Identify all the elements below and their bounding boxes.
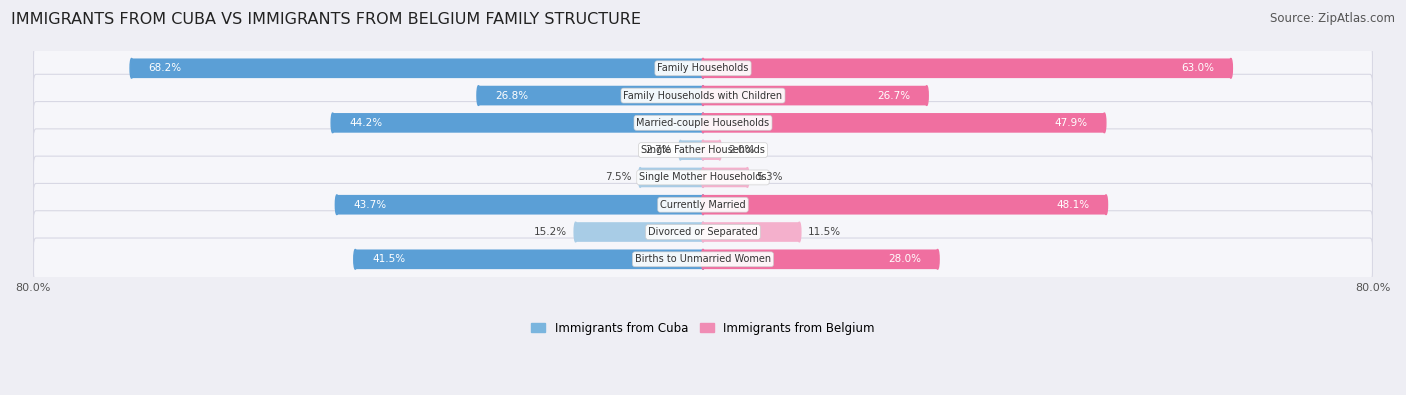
FancyBboxPatch shape — [703, 250, 938, 269]
Text: 68.2%: 68.2% — [148, 63, 181, 73]
FancyBboxPatch shape — [34, 47, 1372, 90]
FancyBboxPatch shape — [703, 167, 748, 187]
Ellipse shape — [702, 113, 704, 133]
Text: 26.7%: 26.7% — [877, 90, 910, 101]
FancyBboxPatch shape — [703, 222, 800, 242]
Text: 11.5%: 11.5% — [807, 227, 841, 237]
Ellipse shape — [679, 140, 682, 160]
Ellipse shape — [702, 195, 704, 214]
Text: Divorced or Separated: Divorced or Separated — [648, 227, 758, 237]
Ellipse shape — [1105, 195, 1108, 214]
FancyBboxPatch shape — [575, 222, 703, 242]
Ellipse shape — [638, 167, 641, 187]
Ellipse shape — [1102, 113, 1107, 133]
Ellipse shape — [797, 222, 801, 242]
Text: 28.0%: 28.0% — [887, 254, 921, 264]
Text: 26.8%: 26.8% — [495, 90, 529, 101]
Ellipse shape — [129, 58, 134, 78]
Ellipse shape — [1229, 58, 1233, 78]
Ellipse shape — [332, 113, 335, 133]
Text: 47.9%: 47.9% — [1054, 118, 1088, 128]
Ellipse shape — [702, 250, 704, 269]
Text: 5.3%: 5.3% — [756, 173, 782, 182]
Ellipse shape — [477, 86, 479, 105]
Text: Single Father Households: Single Father Households — [641, 145, 765, 155]
Ellipse shape — [354, 250, 357, 269]
Ellipse shape — [702, 58, 704, 78]
FancyBboxPatch shape — [34, 238, 1372, 280]
Ellipse shape — [702, 195, 704, 214]
Text: 15.2%: 15.2% — [534, 227, 567, 237]
FancyBboxPatch shape — [34, 211, 1372, 253]
FancyBboxPatch shape — [703, 195, 1107, 214]
Ellipse shape — [718, 140, 721, 160]
FancyBboxPatch shape — [337, 195, 703, 214]
FancyBboxPatch shape — [478, 86, 703, 105]
Text: Currently Married: Currently Married — [661, 200, 745, 210]
Text: Family Households with Children: Family Households with Children — [623, 90, 783, 101]
Text: Source: ZipAtlas.com: Source: ZipAtlas.com — [1270, 12, 1395, 25]
Ellipse shape — [702, 58, 704, 78]
FancyBboxPatch shape — [703, 86, 927, 105]
FancyBboxPatch shape — [34, 183, 1372, 226]
FancyBboxPatch shape — [703, 58, 1230, 78]
Text: Family Households: Family Households — [658, 63, 748, 73]
Ellipse shape — [702, 222, 704, 242]
Text: 63.0%: 63.0% — [1181, 63, 1215, 73]
Text: Married-couple Households: Married-couple Households — [637, 118, 769, 128]
Ellipse shape — [702, 222, 704, 242]
Text: Single Mother Households: Single Mother Households — [640, 173, 766, 182]
Ellipse shape — [574, 222, 576, 242]
FancyBboxPatch shape — [356, 250, 703, 269]
FancyBboxPatch shape — [333, 113, 703, 133]
Ellipse shape — [702, 167, 704, 187]
FancyBboxPatch shape — [703, 113, 1104, 133]
FancyBboxPatch shape — [34, 102, 1372, 144]
Ellipse shape — [702, 113, 704, 133]
Ellipse shape — [702, 140, 704, 160]
Ellipse shape — [702, 86, 704, 105]
Ellipse shape — [336, 195, 339, 214]
FancyBboxPatch shape — [34, 74, 1372, 117]
Text: IMMIGRANTS FROM CUBA VS IMMIGRANTS FROM BELGIUM FAMILY STRUCTURE: IMMIGRANTS FROM CUBA VS IMMIGRANTS FROM … — [11, 12, 641, 27]
Text: 41.5%: 41.5% — [373, 254, 405, 264]
Ellipse shape — [936, 250, 939, 269]
Ellipse shape — [702, 167, 704, 187]
Ellipse shape — [925, 86, 928, 105]
Ellipse shape — [702, 140, 704, 160]
FancyBboxPatch shape — [34, 156, 1372, 199]
Text: 48.1%: 48.1% — [1056, 200, 1090, 210]
Text: 2.7%: 2.7% — [645, 145, 672, 155]
Text: 43.7%: 43.7% — [353, 200, 387, 210]
Text: 44.2%: 44.2% — [350, 118, 382, 128]
Text: 7.5%: 7.5% — [605, 173, 631, 182]
Text: Births to Unmarried Women: Births to Unmarried Women — [636, 254, 770, 264]
FancyBboxPatch shape — [34, 129, 1372, 171]
FancyBboxPatch shape — [132, 58, 703, 78]
Ellipse shape — [702, 250, 704, 269]
FancyBboxPatch shape — [640, 167, 703, 187]
FancyBboxPatch shape — [681, 140, 703, 160]
FancyBboxPatch shape — [703, 140, 720, 160]
Ellipse shape — [702, 86, 704, 105]
Text: 2.0%: 2.0% — [728, 145, 755, 155]
Legend: Immigrants from Cuba, Immigrants from Belgium: Immigrants from Cuba, Immigrants from Be… — [531, 322, 875, 335]
Ellipse shape — [747, 167, 749, 187]
